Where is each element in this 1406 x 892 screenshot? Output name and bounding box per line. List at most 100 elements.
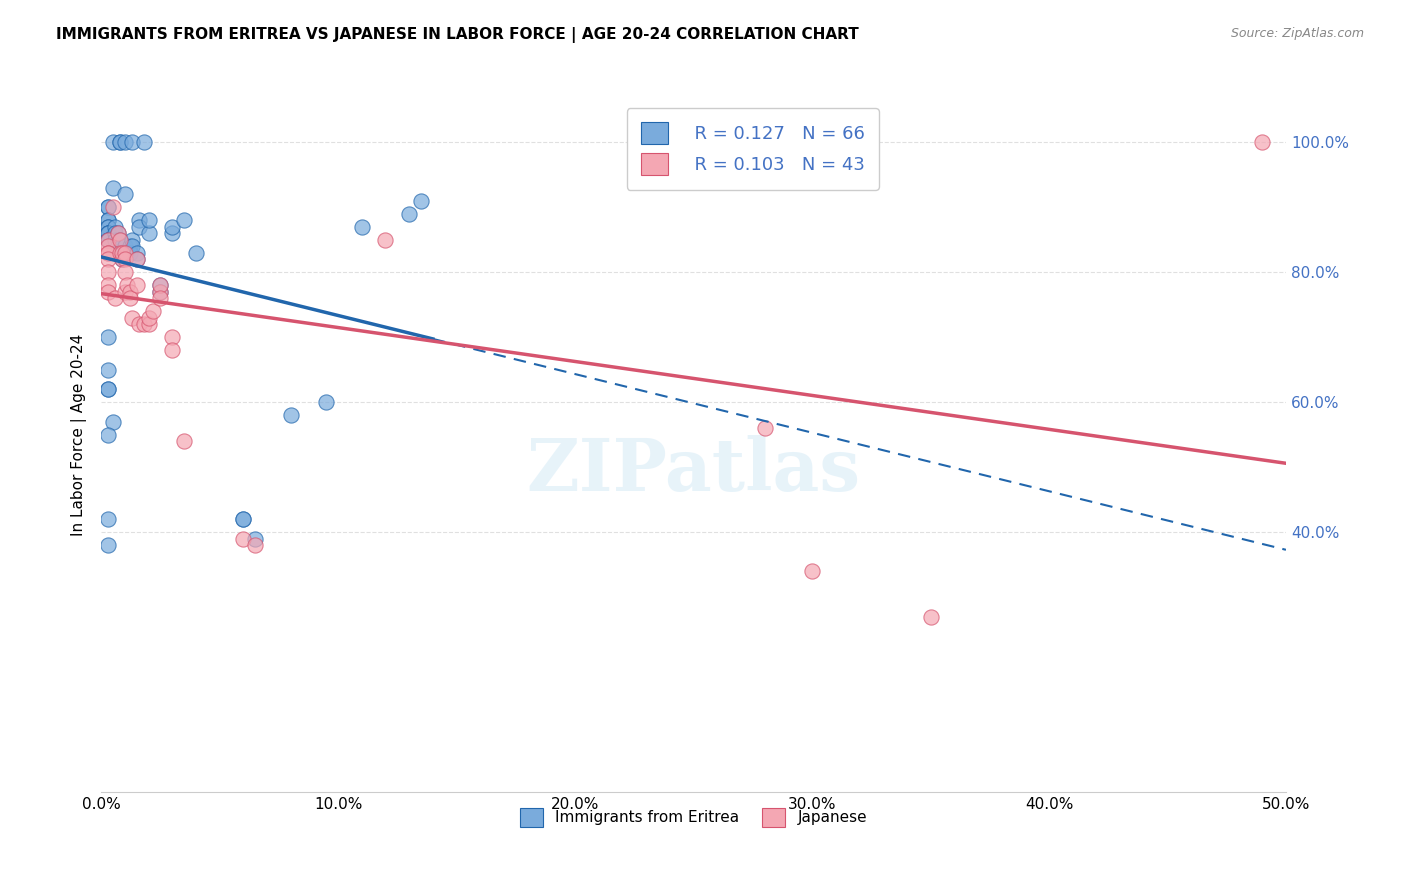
Point bbox=[232, 512, 254, 526]
Point bbox=[350, 219, 373, 234]
Point bbox=[114, 252, 136, 267]
Point bbox=[160, 219, 183, 234]
Point bbox=[104, 219, 127, 234]
Point bbox=[132, 136, 155, 150]
Point bbox=[97, 200, 120, 214]
Point bbox=[121, 239, 143, 253]
Point bbox=[280, 408, 302, 422]
Point bbox=[97, 219, 120, 234]
Point bbox=[101, 200, 124, 214]
Point bbox=[97, 227, 120, 241]
Point bbox=[97, 330, 120, 344]
Point bbox=[104, 291, 127, 305]
Point bbox=[111, 245, 134, 260]
Point bbox=[374, 233, 396, 247]
Point bbox=[97, 213, 120, 227]
Point bbox=[108, 233, 131, 247]
Point bbox=[232, 512, 254, 526]
Point bbox=[97, 285, 120, 299]
Point bbox=[132, 318, 155, 332]
Point bbox=[138, 227, 160, 241]
Point bbox=[243, 538, 266, 552]
Point bbox=[97, 512, 120, 526]
Point bbox=[104, 233, 127, 247]
Point bbox=[149, 285, 172, 299]
Point bbox=[160, 330, 183, 344]
Point bbox=[108, 136, 131, 150]
Point bbox=[97, 213, 120, 227]
Point bbox=[114, 245, 136, 260]
Text: IMMIGRANTS FROM ERITREA VS JAPANESE IN LABOR FORCE | AGE 20-24 CORRELATION CHART: IMMIGRANTS FROM ERITREA VS JAPANESE IN L… bbox=[56, 27, 859, 43]
Point bbox=[232, 532, 254, 546]
Point bbox=[97, 233, 120, 247]
Point bbox=[149, 278, 172, 293]
Point bbox=[125, 252, 148, 267]
Point bbox=[121, 136, 143, 150]
Point bbox=[114, 265, 136, 279]
Point bbox=[97, 363, 120, 377]
Point bbox=[409, 194, 432, 208]
Point bbox=[111, 252, 134, 267]
Point bbox=[108, 233, 131, 247]
Point bbox=[149, 291, 172, 305]
Point bbox=[97, 538, 120, 552]
Point bbox=[149, 285, 172, 299]
Point bbox=[160, 343, 183, 358]
Point bbox=[97, 427, 120, 442]
Point bbox=[121, 310, 143, 325]
Point bbox=[107, 227, 129, 241]
Point bbox=[108, 245, 131, 260]
Point bbox=[107, 233, 129, 247]
Text: Source: ZipAtlas.com: Source: ZipAtlas.com bbox=[1230, 27, 1364, 40]
Point bbox=[97, 278, 120, 293]
Point bbox=[114, 136, 136, 150]
Point bbox=[128, 213, 150, 227]
Point bbox=[398, 207, 420, 221]
Point bbox=[315, 395, 337, 409]
Point bbox=[107, 239, 129, 253]
Point bbox=[97, 227, 120, 241]
Point bbox=[160, 227, 183, 241]
Point bbox=[97, 233, 120, 247]
Point bbox=[114, 187, 136, 202]
Point bbox=[114, 285, 136, 299]
Point bbox=[118, 245, 141, 260]
Point bbox=[920, 609, 942, 624]
Point bbox=[108, 233, 131, 247]
Point bbox=[97, 200, 120, 214]
Point bbox=[138, 213, 160, 227]
Point bbox=[125, 245, 148, 260]
Point bbox=[114, 239, 136, 253]
Point bbox=[101, 415, 124, 429]
Point bbox=[97, 227, 120, 241]
Point bbox=[108, 136, 131, 150]
Point bbox=[97, 265, 120, 279]
Point bbox=[125, 252, 148, 267]
Point bbox=[243, 532, 266, 546]
Point bbox=[125, 278, 148, 293]
Point bbox=[104, 227, 127, 241]
Y-axis label: In Labor Force | Age 20-24: In Labor Force | Age 20-24 bbox=[72, 334, 87, 536]
Point bbox=[97, 245, 120, 260]
Point bbox=[754, 421, 776, 435]
Text: ZIPatlas: ZIPatlas bbox=[526, 435, 860, 506]
Point bbox=[128, 219, 150, 234]
Point bbox=[97, 252, 120, 267]
Point bbox=[101, 181, 124, 195]
Point bbox=[1251, 136, 1274, 150]
Point bbox=[97, 245, 120, 260]
Point bbox=[107, 227, 129, 241]
Point bbox=[97, 233, 120, 247]
Point bbox=[115, 278, 138, 293]
Point bbox=[142, 304, 165, 318]
Point bbox=[111, 252, 134, 267]
Point bbox=[184, 245, 207, 260]
Point bbox=[97, 382, 120, 396]
Point bbox=[118, 291, 141, 305]
Point bbox=[97, 382, 120, 396]
Point bbox=[118, 239, 141, 253]
Point bbox=[121, 233, 143, 247]
Legend: Immigrants from Eritrea, Japanese: Immigrants from Eritrea, Japanese bbox=[512, 800, 875, 834]
Point bbox=[801, 564, 824, 578]
Point bbox=[97, 219, 120, 234]
